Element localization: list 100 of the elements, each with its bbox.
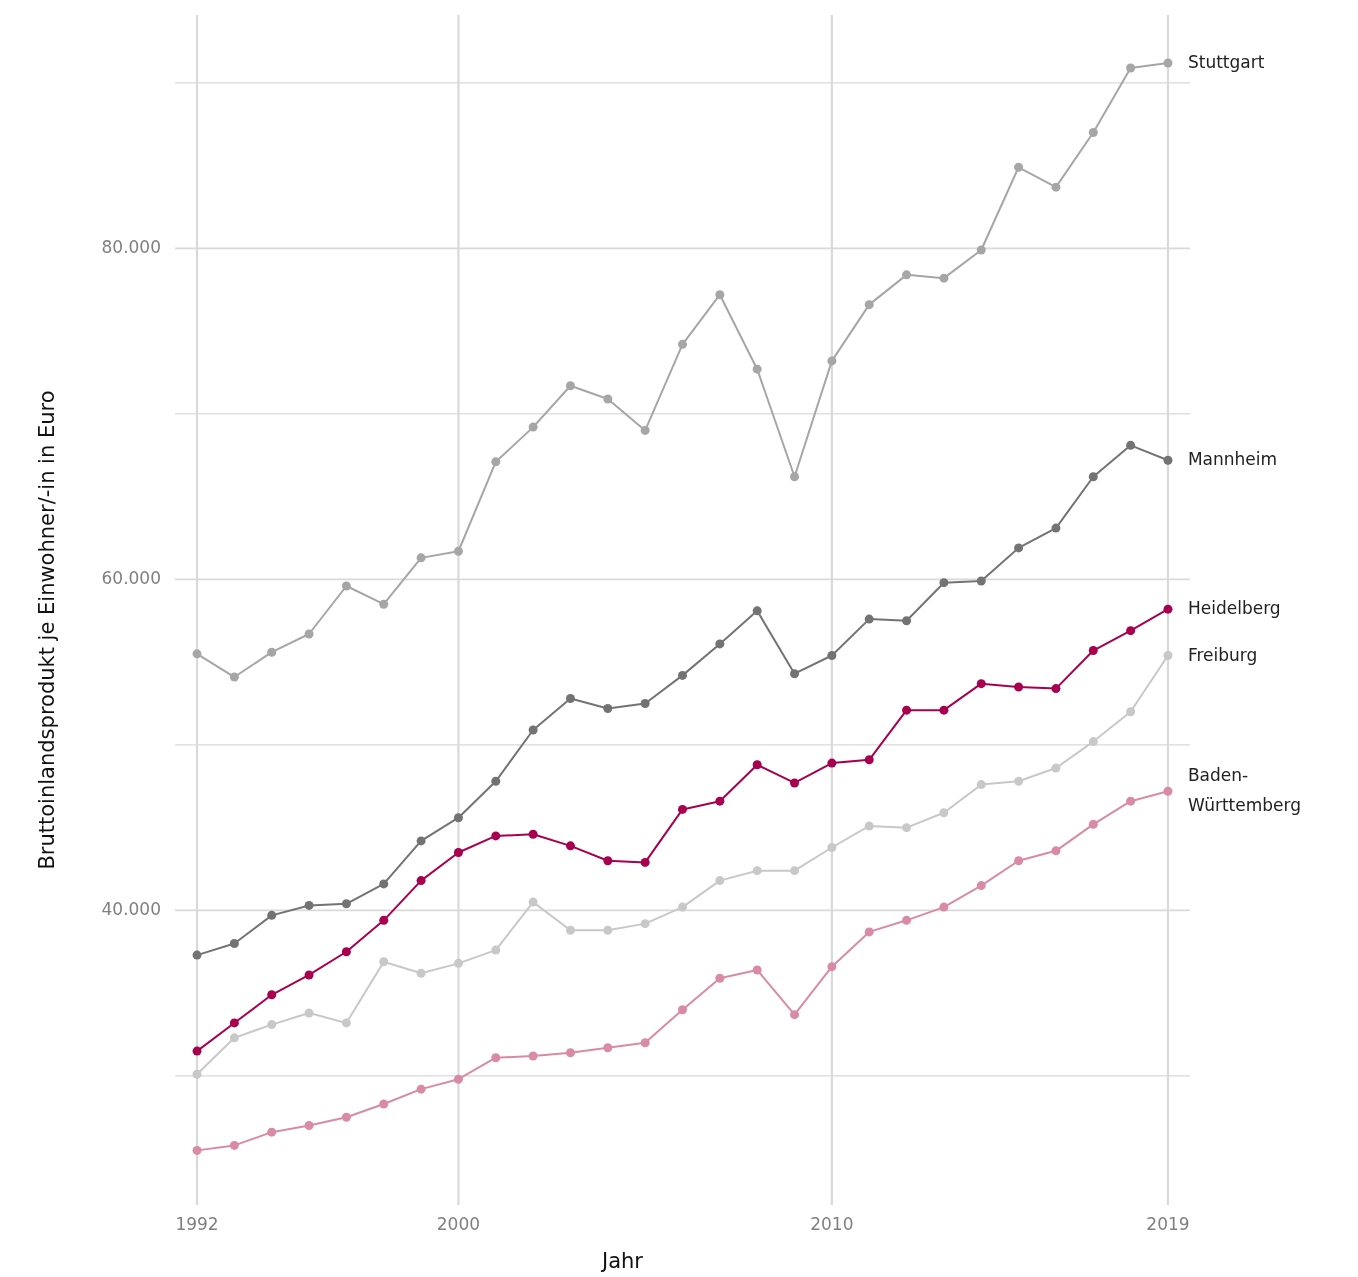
point [267,910,277,920]
point [752,606,762,616]
point [304,900,314,910]
point [1126,63,1136,73]
point [715,973,725,983]
point [528,422,538,432]
point [528,1051,538,1061]
point [1088,819,1098,829]
point [976,780,986,790]
point [864,614,874,624]
point [453,1074,463,1084]
point [902,915,912,925]
point [565,694,575,704]
point [528,897,538,907]
point [1163,58,1173,68]
point [528,725,538,735]
point [304,970,314,980]
point [827,356,837,366]
point [1051,523,1061,533]
point [1126,626,1136,636]
point [640,699,650,709]
point [1088,472,1098,482]
point [790,1010,800,1020]
point [715,876,725,886]
point [790,669,800,679]
point [192,950,202,960]
point [715,639,725,649]
x-tick-label: 2000 [436,1214,481,1234]
point [603,925,613,935]
point [192,1069,202,1079]
point [267,990,277,1000]
point [416,836,426,846]
point [827,651,837,661]
point [864,927,874,937]
point [790,472,800,482]
series-label: Stuttgart [1187,52,1265,72]
point [939,705,949,715]
point [379,599,389,609]
point [902,270,912,280]
point [1051,846,1061,856]
point [1126,796,1136,806]
point [1051,182,1061,192]
point [565,925,575,935]
point [341,899,351,909]
point [752,364,762,374]
point [640,1038,650,1048]
point [640,425,650,435]
point [453,958,463,968]
point [678,804,687,814]
point [1163,651,1173,661]
x-tick-label: 2010 [810,1214,854,1234]
point [1163,455,1173,465]
point [976,576,986,586]
point [1088,737,1098,747]
point [752,760,762,770]
point [1088,646,1098,656]
series-label: Baden-Württemberg [1187,765,1302,816]
x-tick-label: 2019 [1146,1214,1190,1234]
point [752,866,762,876]
point [491,945,501,955]
point [341,581,351,591]
point [939,902,949,912]
y-tick-label: 80.000 [101,237,161,258]
point [416,968,426,978]
point [603,1043,613,1053]
point [229,672,239,682]
point [1163,786,1173,796]
point [416,553,426,563]
point [603,703,613,713]
point [603,394,613,404]
point [1126,707,1136,717]
point [192,1046,202,1056]
point [827,962,837,972]
point [416,876,426,886]
point [1051,684,1061,694]
point [790,778,800,788]
point [267,1127,277,1137]
point [565,381,575,391]
point [192,649,202,659]
point [678,902,687,912]
point [379,957,389,967]
point [864,755,874,765]
point [192,1145,202,1155]
x-axis-title: Jahr [599,1249,644,1273]
point [341,1018,351,1028]
point [1014,856,1024,866]
point [229,1140,239,1150]
point [603,856,613,866]
point [379,915,389,925]
series-label: Heidelberg [1187,598,1281,619]
point [379,1099,389,1109]
point [453,813,463,823]
point [565,841,575,851]
point [229,1018,239,1028]
point [1014,162,1024,172]
series-label: Freiburg [1187,644,1258,665]
point [491,1053,501,1063]
point [1014,776,1024,786]
series-label: Mannheim [1187,449,1278,470]
point [304,1008,314,1018]
